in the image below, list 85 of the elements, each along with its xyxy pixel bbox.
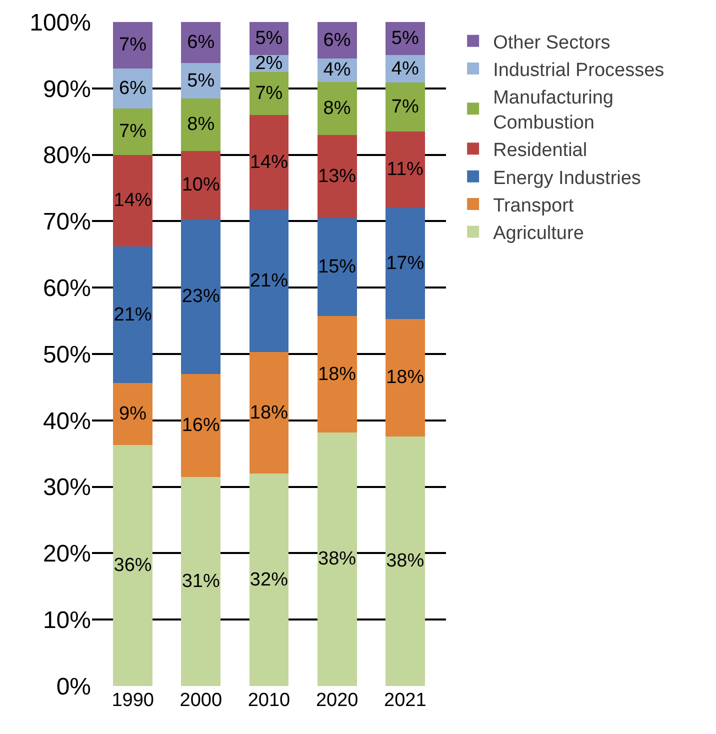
data-label: 38% bbox=[318, 548, 356, 570]
data-label: 6% bbox=[323, 30, 351, 51]
data-label: 14% bbox=[250, 152, 288, 173]
data-label: 31% bbox=[182, 570, 220, 592]
data-label: 15% bbox=[318, 256, 356, 278]
y-tick-label: 100% bbox=[30, 9, 91, 36]
bar bbox=[385, 436, 425, 686]
data-label: 16% bbox=[182, 414, 220, 436]
bar bbox=[385, 208, 425, 319]
bar bbox=[181, 476, 221, 686]
bar bbox=[317, 218, 357, 316]
y-tick-label: 0% bbox=[56, 673, 91, 700]
x-tick-label: 2000 bbox=[180, 690, 222, 711]
legend-label: Energy Industries bbox=[493, 168, 641, 189]
data-label: 7% bbox=[255, 82, 283, 104]
data-label: 17% bbox=[386, 252, 424, 274]
y-tick-label: 50% bbox=[42, 341, 91, 368]
y-tick-label: 30% bbox=[42, 474, 91, 502]
x-tick-label: 2010 bbox=[248, 690, 290, 711]
x-tick-label: 1990 bbox=[112, 690, 154, 711]
legend-label: Transport bbox=[493, 195, 574, 216]
data-label: 6% bbox=[119, 78, 147, 99]
bar bbox=[317, 316, 357, 432]
bar bbox=[317, 82, 357, 135]
bar bbox=[113, 444, 153, 686]
bar bbox=[385, 132, 425, 208]
bar bbox=[249, 474, 289, 686]
data-label: 21% bbox=[250, 270, 288, 292]
data-label: 14% bbox=[114, 190, 152, 212]
y-tick-label: 90% bbox=[42, 76, 91, 103]
data-label: 5% bbox=[255, 28, 283, 50]
data-label: 8% bbox=[323, 98, 351, 119]
bar bbox=[249, 114, 289, 210]
data-label: 36% bbox=[114, 554, 152, 576]
data-label: 10% bbox=[182, 174, 220, 196]
bar bbox=[113, 22, 153, 68]
data-label: 18% bbox=[318, 364, 356, 385]
x-tick-label: 2020 bbox=[316, 690, 358, 711]
bar bbox=[181, 98, 221, 151]
y-tick-label: 40% bbox=[42, 408, 91, 435]
bar bbox=[385, 318, 425, 436]
data-label: 38% bbox=[386, 550, 424, 572]
bar bbox=[113, 154, 153, 246]
legend-label: Manufacturing Combustion bbox=[493, 88, 614, 134]
data-label: 5% bbox=[391, 28, 419, 50]
bar bbox=[113, 68, 153, 108]
data-label: 18% bbox=[386, 367, 424, 388]
legend-label: Other Sectors bbox=[493, 32, 610, 54]
data-label: 4% bbox=[323, 60, 351, 81]
bar bbox=[181, 150, 221, 220]
data-label: 2% bbox=[255, 53, 283, 74]
data-label: 32% bbox=[250, 569, 288, 590]
bar bbox=[181, 219, 221, 374]
bar bbox=[385, 82, 425, 132]
bar bbox=[181, 374, 221, 477]
legend-label: Industrial Processes bbox=[493, 60, 664, 81]
data-label: 21% bbox=[114, 304, 152, 326]
data-label: 5% bbox=[187, 70, 215, 92]
data-label: 7% bbox=[119, 34, 147, 56]
legend-label: Agriculture bbox=[493, 223, 584, 244]
data-label: 8% bbox=[187, 114, 215, 136]
bar bbox=[113, 383, 153, 445]
legend-label: Residential bbox=[493, 140, 588, 162]
y-tick-label: 80% bbox=[42, 142, 91, 170]
data-label: 13% bbox=[318, 166, 356, 187]
bar bbox=[113, 108, 153, 155]
bar bbox=[317, 134, 357, 218]
bar bbox=[249, 352, 289, 474]
data-label: 4% bbox=[391, 58, 419, 80]
bar bbox=[249, 72, 289, 115]
data-label: 6% bbox=[187, 32, 215, 54]
data-label: 11% bbox=[386, 159, 424, 180]
bar bbox=[249, 210, 289, 352]
x-tick-label: 2021 bbox=[384, 690, 426, 711]
bar bbox=[113, 246, 153, 384]
y-tick-label: 10% bbox=[42, 607, 91, 634]
y-tick-label: 20% bbox=[42, 540, 91, 568]
data-label: 18% bbox=[250, 402, 288, 424]
data-label: 7% bbox=[391, 96, 419, 118]
data-label: 9% bbox=[119, 404, 147, 425]
y-tick-label: 70% bbox=[42, 208, 91, 236]
data-label: 7% bbox=[119, 121, 147, 142]
bar bbox=[317, 432, 357, 686]
y-tick-label: 60% bbox=[42, 275, 91, 302]
data-label: 23% bbox=[182, 286, 220, 308]
